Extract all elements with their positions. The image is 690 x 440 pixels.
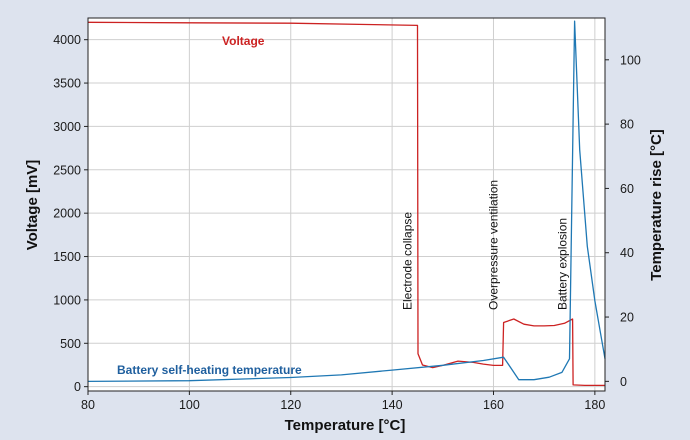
temperature-series-label: Battery self-heating temperature [117,363,302,377]
x-axis-title: Temperature [°C] [285,417,406,434]
y-right-tick-label: 20 [620,311,634,325]
y-left-axis-title: Voltage [mV] [24,160,41,251]
x-tick-labels: 80 100 120 140 160 180 [81,398,605,412]
x-tick-label: 100 [179,398,200,412]
x-tick-label: 120 [280,398,301,412]
y-left-tick-label: 2000 [53,207,81,221]
y-right-tick-label: 0 [620,375,627,389]
y-right-tick-label: 40 [620,246,634,260]
x-tick-label: 160 [483,398,504,412]
y-right-axis-title: Temperature rise [°C] [648,129,665,281]
y-left-tick-label: 0 [74,380,81,394]
annotation-label: Battery explosion [556,218,570,310]
y-left-tick-labels: 0 500 1000 1500 2000 2500 3000 3500 4000 [53,33,81,394]
grid [84,18,609,395]
annotation-label: Electrode collapse [401,212,415,310]
y-left-tick-label: 3000 [53,120,81,134]
y-left-tick-label: 1500 [53,250,81,264]
y-right-tick-label: 100 [620,53,641,67]
annotations: Electrode collapse Overpressure ventilati… [401,180,570,310]
y-right-tick-label: 60 [620,182,634,196]
series-lines [87,20,606,387]
y-left-tick-label: 500 [60,337,81,351]
series-line-0 [87,21,605,387]
plot-area [88,18,605,391]
series-line-1 [87,20,606,383]
annotation-label: Overpressure ventilation [487,180,501,310]
y-left-tick-label: 1000 [53,293,81,307]
y-right-tick-labels: 0 20 40 60 80 100 [620,53,641,389]
y-left-tick-label: 4000 [53,33,81,47]
x-tick-label: 80 [81,398,95,412]
voltage-series-label: Voltage [222,34,265,48]
y-left-tick-label: 2500 [53,163,81,177]
y-right-tick-label: 80 [620,118,634,132]
x-tick-label: 180 [584,398,605,412]
y-left-tick-label: 3500 [53,77,81,91]
plot-frame [87,17,606,392]
x-tick-label: 140 [382,398,403,412]
